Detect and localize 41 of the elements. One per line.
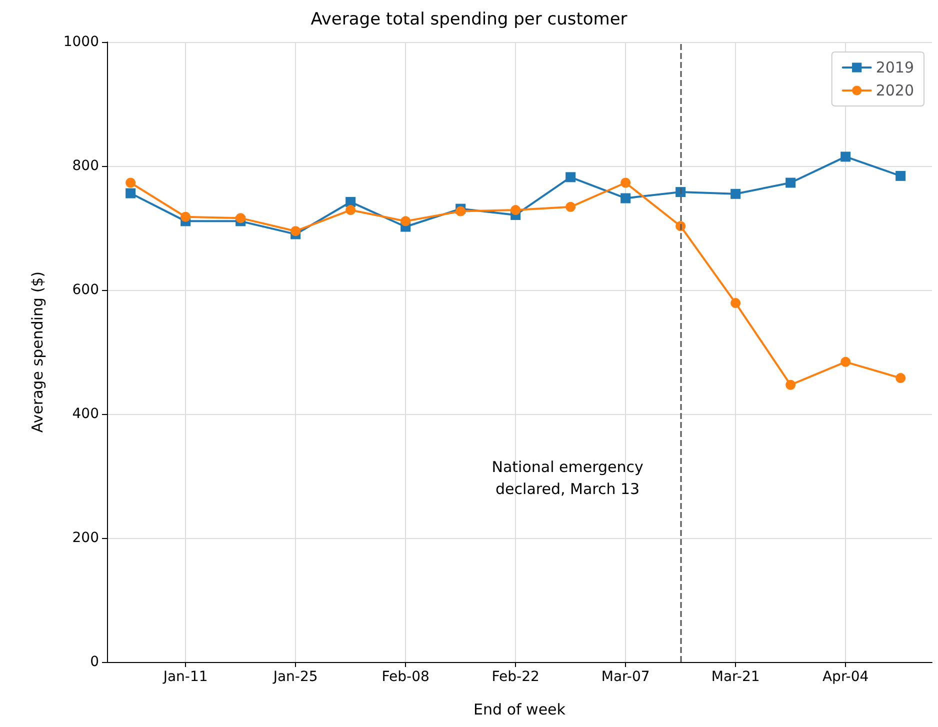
x-tick-label: Mar-21: [711, 669, 760, 685]
point: [840, 152, 851, 162]
point: [566, 202, 576, 212]
x-tick-label: Jan-25: [272, 669, 318, 685]
ref-line-label: National emergency declared, March 13: [492, 458, 644, 498]
x-tick-label: Mar-07: [601, 669, 650, 685]
point: [400, 216, 411, 226]
point: [126, 178, 136, 188]
legend-label: 2019: [876, 58, 914, 76]
x-tick-label: Feb-22: [492, 669, 540, 685]
x-tick-label: Apr-04: [822, 669, 869, 685]
chart-title: Average total spending per customer: [310, 10, 628, 30]
point: [566, 172, 576, 182]
legend-label: 2020: [876, 82, 914, 100]
y-tick-label: 400: [72, 406, 99, 422]
point: [510, 205, 521, 216]
point: [126, 188, 136, 198]
point: [786, 178, 796, 188]
point: [786, 380, 796, 390]
y-tick-label: 600: [72, 282, 99, 298]
point: [840, 356, 851, 367]
y-tick-label: 0: [90, 654, 99, 670]
y-axis-title: Average spending ($): [28, 271, 46, 433]
y-tick-label: 200: [72, 530, 99, 546]
point: [346, 205, 356, 216]
point: [896, 373, 906, 384]
point: [730, 188, 741, 199]
y-tick-label: 1000: [63, 34, 99, 50]
y-tick-label: 800: [72, 158, 99, 174]
point: [730, 298, 741, 308]
point: [676, 187, 686, 198]
x-tick-label: Jan-11: [162, 669, 208, 685]
point: [180, 212, 191, 222]
point: [620, 178, 631, 188]
x-axis-title: End of week: [474, 700, 566, 718]
point: [236, 213, 246, 224]
point: [290, 226, 301, 236]
x-tick-label: Feb-08: [382, 669, 430, 685]
point: [896, 170, 906, 181]
point: [456, 206, 466, 216]
point: [620, 193, 631, 204]
